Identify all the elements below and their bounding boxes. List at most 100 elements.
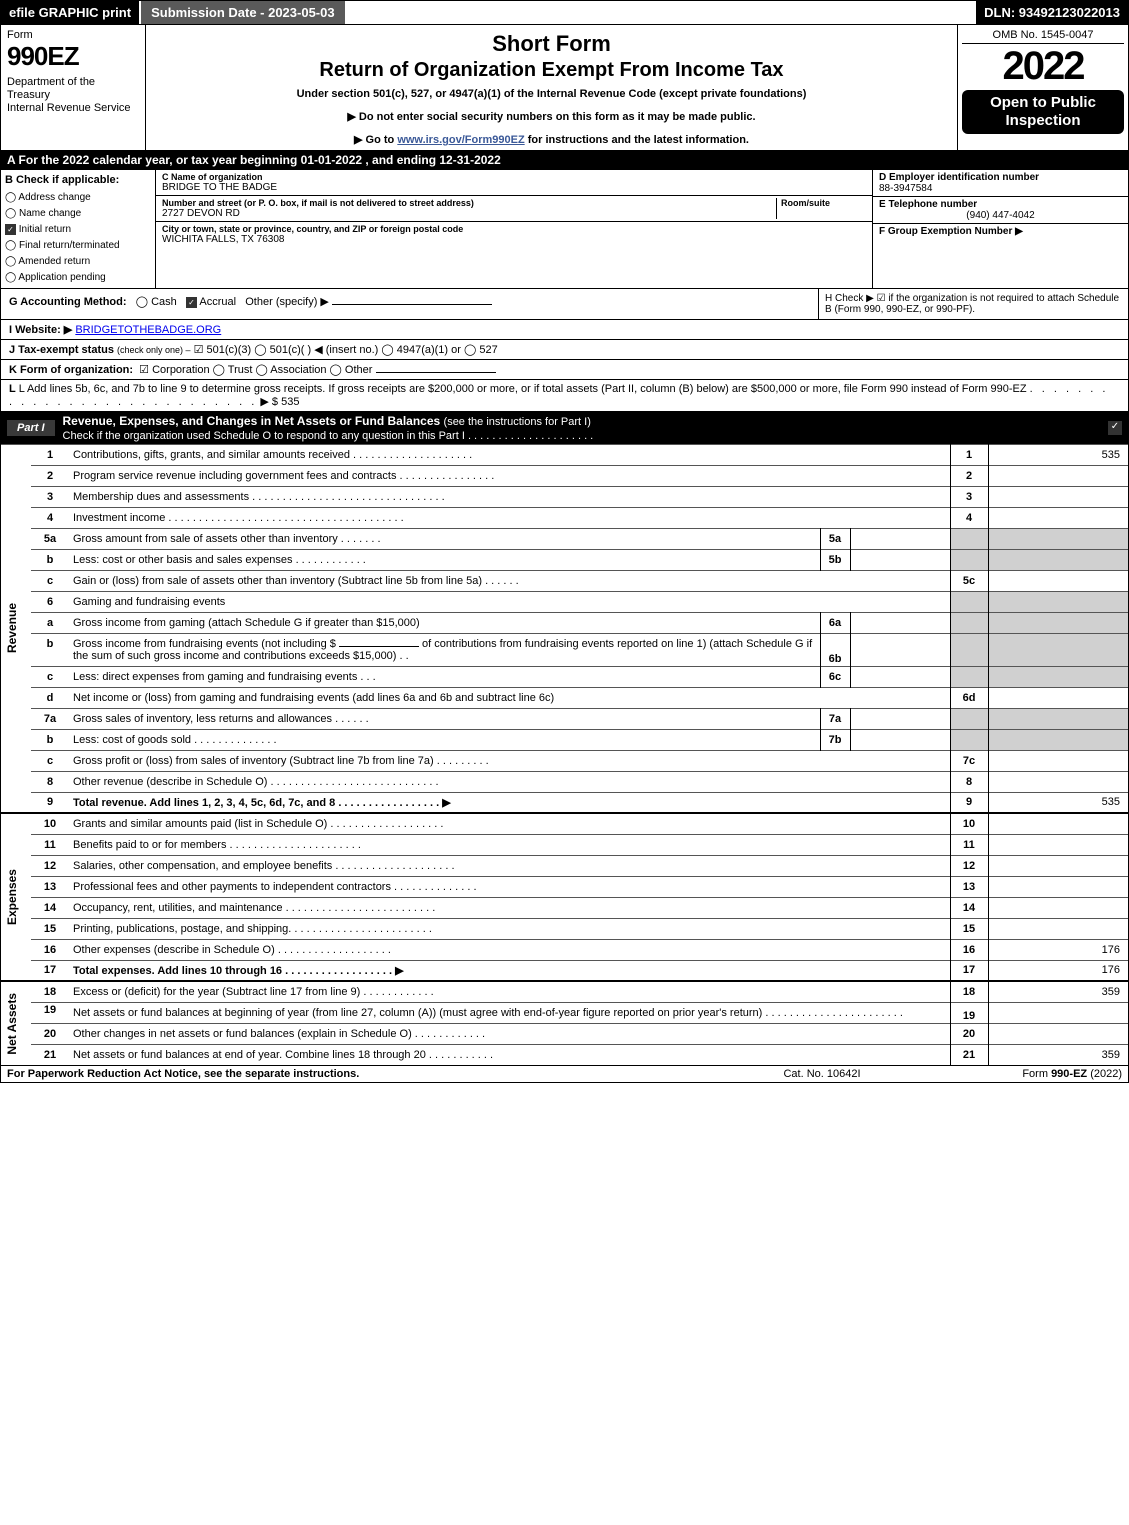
part-i-title: Revenue, Expenses, and Changes in Net As… xyxy=(63,414,1108,442)
ln16-rn: 16 xyxy=(950,939,988,960)
ln6c-text: Less: direct expenses from gaming and fu… xyxy=(69,666,820,687)
c-room-label: Room/suite xyxy=(781,198,866,208)
ln7c-rn: 7c xyxy=(950,750,988,771)
ln6c-box: 6c xyxy=(820,666,850,687)
row-g-h: G Accounting Method: ◯ Cash ✓ Accrual Ot… xyxy=(1,288,1128,319)
j-sub: (check only one) – xyxy=(117,345,191,355)
g-cash[interactable]: Cash xyxy=(151,296,177,308)
ln19-text: Net assets or fund balances at beginning… xyxy=(69,1002,950,1023)
ln5b-val xyxy=(988,549,1128,570)
cb-address-change-label: Address change xyxy=(18,192,90,203)
cb-initial-return[interactable]: ✓ Initial return xyxy=(5,222,151,238)
ln9-num: 9 xyxy=(31,792,69,813)
ln13-val xyxy=(988,876,1128,897)
subtitle: Under section 501(c), 527, or 4947(a)(1)… xyxy=(154,88,949,100)
ln3-num: 3 xyxy=(31,486,69,507)
ln6a-rn xyxy=(950,612,988,633)
open-public-inspection: Open to Public Inspection xyxy=(962,90,1124,134)
ln6a-boxval xyxy=(850,612,950,633)
instr-link-line: ▶ Go to www.irs.gov/Form990EZ for instru… xyxy=(154,133,949,146)
form-word: Form xyxy=(7,29,139,41)
c-name-value: BRIDGE TO THE BADGE xyxy=(162,182,277,193)
ln18-num: 18 xyxy=(31,981,69,1002)
cb-final-return[interactable]: ◯ Final return/terminated xyxy=(5,238,151,254)
ln6a-box: 6a xyxy=(820,612,850,633)
sidebar-revenue: Revenue xyxy=(1,444,31,813)
j-options[interactable]: ☑ 501(c)(3) ◯ 501(c)( ) ◀ (insert no.) ◯… xyxy=(194,344,498,356)
k-options[interactable]: ☑ Corporation ◯ Trust ◯ Association ◯ Ot… xyxy=(139,364,372,376)
f-group-label: F Group Exemption Number ▶ xyxy=(879,226,1122,237)
c-city-label: City or town, state or province, country… xyxy=(162,224,866,234)
ln13-num: 13 xyxy=(31,876,69,897)
page-footer: For Paperwork Reduction Act Notice, see … xyxy=(1,1065,1128,1082)
l-amount-label: ▶ $ xyxy=(260,396,278,408)
ln20-text: Other changes in net assets or fund bala… xyxy=(69,1023,950,1044)
efile-print-button[interactable]: efile GRAPHIC print xyxy=(1,1,139,24)
d-ein-row: D Employer identification number 88-3947… xyxy=(873,170,1128,197)
ln4-val xyxy=(988,507,1128,528)
d-ein-label: D Employer identification number xyxy=(879,172,1122,183)
ln15-rn: 15 xyxy=(950,918,988,939)
ln17-rn: 17 xyxy=(950,960,988,981)
ln6a-num: a xyxy=(31,612,69,633)
cb-amended-return-label: Amended return xyxy=(18,256,90,267)
ln11-rn: 11 xyxy=(950,834,988,855)
g-accrual[interactable]: Accrual xyxy=(199,296,236,308)
form-number: 990EZ xyxy=(7,41,139,72)
ln18-val: 359 xyxy=(988,981,1128,1002)
ln7c-val xyxy=(988,750,1128,771)
dln: DLN: 93492123022013 xyxy=(976,1,1128,24)
ln7a-box: 7a xyxy=(820,708,850,729)
ln7a-boxval xyxy=(850,708,950,729)
d-ein-value: 88-3947584 xyxy=(879,183,932,194)
row-j: J Tax-exempt status (check only one) – ☑… xyxy=(1,339,1128,359)
topbar-spacer xyxy=(345,1,977,24)
g-label: G Accounting Method: xyxy=(9,296,127,308)
ln15-val xyxy=(988,918,1128,939)
ln20-num: 20 xyxy=(31,1023,69,1044)
ln7b-rn xyxy=(950,729,988,750)
cb-application-pending[interactable]: ◯ Application pending xyxy=(5,270,151,286)
header-left: Form 990EZ Department of the Treasury In… xyxy=(1,25,146,150)
cb-name-change[interactable]: ◯ Name change xyxy=(5,206,151,222)
ln2-num: 2 xyxy=(31,465,69,486)
ln14-num: 14 xyxy=(31,897,69,918)
ln12-text: Salaries, other compensation, and employ… xyxy=(69,855,950,876)
ln16-text: Other expenses (describe in Schedule O) … xyxy=(69,939,950,960)
j-label: J Tax-exempt status xyxy=(9,344,114,356)
ln3-val xyxy=(988,486,1128,507)
ln11-num: 11 xyxy=(31,834,69,855)
ln14-text: Occupancy, rent, utilities, and maintena… xyxy=(69,897,950,918)
ln6-num: 6 xyxy=(31,591,69,612)
ln5a-num: 5a xyxy=(31,528,69,549)
ln6-rn xyxy=(950,591,988,612)
ln5a-text: Gross amount from sale of assets other t… xyxy=(69,528,820,549)
ln6-text: Gaming and fundraising events xyxy=(69,591,950,612)
cb-application-pending-label: Application pending xyxy=(18,272,105,283)
ln7a-num: 7a xyxy=(31,708,69,729)
ln11-val xyxy=(988,834,1128,855)
footer-cat: Cat. No. 10642I xyxy=(722,1068,922,1080)
irs-link[interactable]: www.irs.gov/Form990EZ xyxy=(397,134,524,146)
check-icon: ✓ xyxy=(186,297,197,308)
footer-right-pre: Form xyxy=(1022,1068,1051,1080)
title-return: Return of Organization Exempt From Incom… xyxy=(154,59,949,82)
instr-post: for instructions and the latest informat… xyxy=(525,134,749,146)
ln6-val xyxy=(988,591,1128,612)
cb-address-change[interactable]: ◯ Address change xyxy=(5,190,151,206)
c-street-label: Number and street (or P. O. box, if mail… xyxy=(162,198,776,208)
ln2-rn: 2 xyxy=(950,465,988,486)
ln19-num: 19 xyxy=(31,1002,69,1023)
k-label: K Form of organization: xyxy=(9,364,133,376)
part-i-checkbox[interactable]: ✓ xyxy=(1108,420,1122,435)
ln4-rn: 4 xyxy=(950,507,988,528)
ln15-text: Printing, publications, postage, and shi… xyxy=(69,918,950,939)
cb-amended-return[interactable]: ◯ Amended return xyxy=(5,254,151,270)
i-label: I Website: ▶ xyxy=(9,324,72,336)
form-990ez: efile GRAPHIC print Submission Date - 20… xyxy=(0,0,1129,1083)
ln1-rn: 1 xyxy=(950,444,988,465)
ln17-val: 176 xyxy=(988,960,1128,981)
g-other[interactable]: Other (specify) ▶ xyxy=(245,296,329,308)
ln8-val xyxy=(988,771,1128,792)
website-link[interactable]: BRIDGETOTHEBADGE.ORG xyxy=(75,324,221,336)
